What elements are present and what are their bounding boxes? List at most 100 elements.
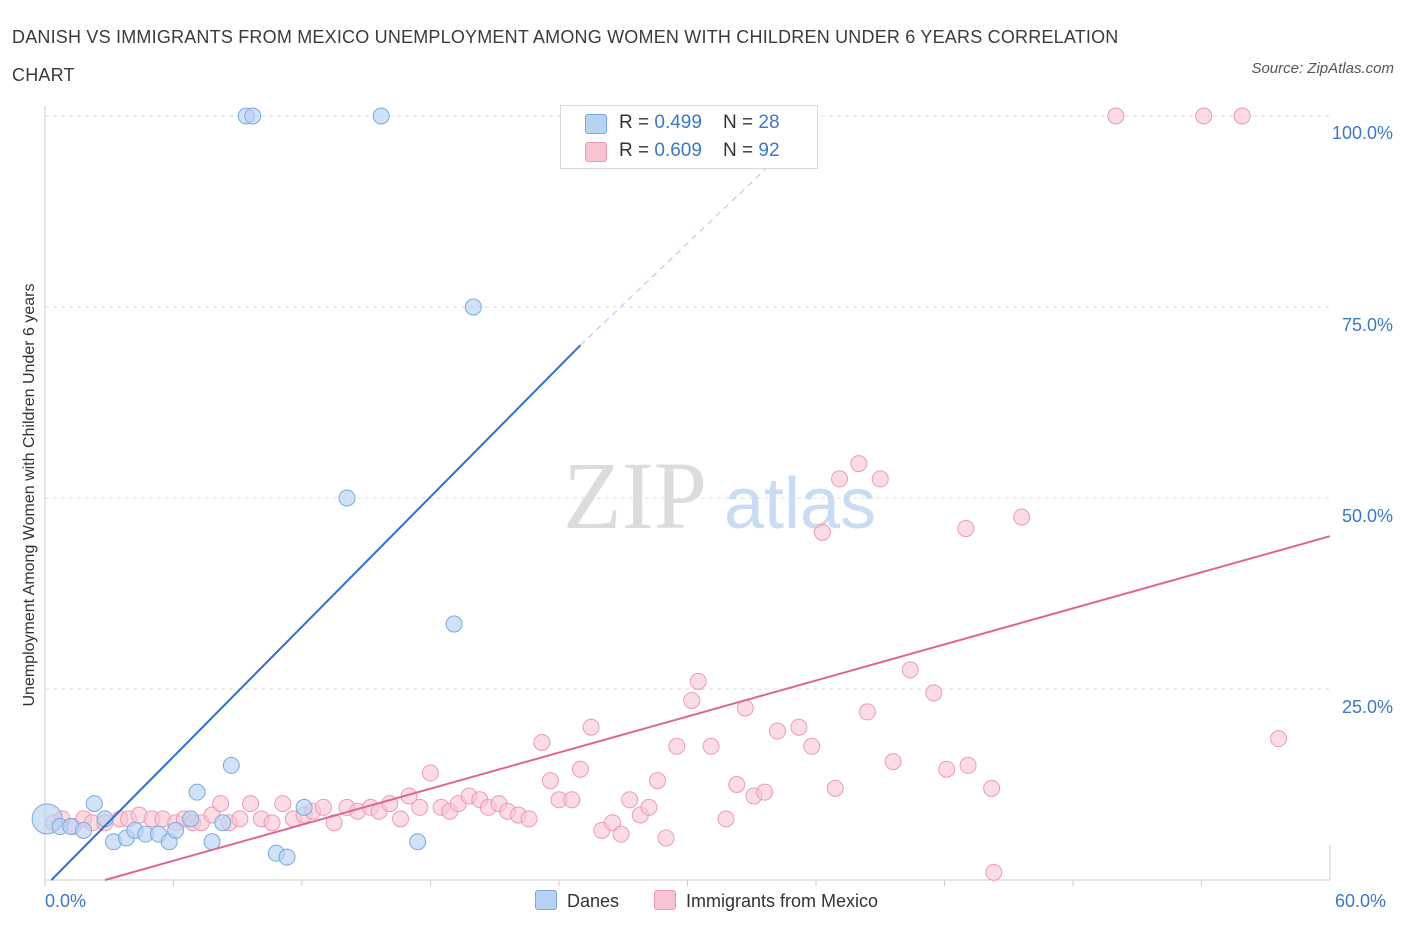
mexico-point [683, 691, 701, 709]
danes-trend-line [50, 344, 582, 881]
mexico-point [274, 795, 292, 813]
mexico-r-label: R = [619, 140, 655, 161]
mexico-point [649, 772, 667, 790]
danes-point [372, 107, 390, 125]
mexico-point [689, 672, 707, 690]
danes-point [182, 810, 200, 828]
mexico-point [212, 795, 230, 813]
mexico-legend-swatch [654, 890, 676, 910]
mexico-point [850, 455, 868, 473]
danes-point [445, 615, 463, 633]
mexico-point [520, 810, 538, 828]
mexico-point [959, 756, 977, 774]
danes-point [188, 783, 206, 801]
mexico-point [768, 722, 786, 740]
mexico-point [901, 661, 919, 679]
mexico-r-value: 0.609 [654, 140, 702, 161]
mexico-point [826, 779, 844, 797]
mexico-swatch [585, 142, 607, 162]
mexico-point [831, 470, 849, 488]
mexico-point [533, 733, 551, 751]
mexico-point [717, 810, 735, 828]
danes-r-label: R = [619, 112, 655, 133]
mexico-point [884, 753, 902, 771]
mexico-point [1013, 508, 1031, 526]
mexico-point [604, 814, 622, 832]
mexico-point [1107, 107, 1125, 125]
danes-point [214, 814, 232, 832]
y-tick-50: 50.0% [1341, 506, 1393, 526]
mexico-point [263, 814, 281, 832]
chart-title: DANISH VS IMMIGRANTS FROM MEXICO UNEMPLO… [12, 27, 1119, 85]
mexico-n-value: 92 [758, 140, 780, 161]
mexico-series [45, 107, 1288, 881]
danes-legend-label: Danes [567, 891, 620, 911]
danes-point [222, 756, 240, 774]
mexico-point [871, 470, 889, 488]
watermark: ZIP atlas [563, 442, 876, 549]
mexico-legend-label: Immigrants from Mexico [686, 891, 879, 911]
y-tick-100: 100.0% [1331, 123, 1393, 143]
mexico-point [563, 791, 581, 809]
danes-legend-swatch [535, 890, 557, 910]
mexico-point [803, 737, 821, 755]
legend-item-mexico[interactable]: Immigrants from Mexico [654, 890, 878, 912]
mexico-point [938, 760, 956, 778]
mexico-point [668, 737, 686, 755]
y-tick-75: 75.0% [1341, 315, 1393, 335]
mexico-point [392, 810, 410, 828]
mexico-point [231, 810, 249, 828]
danes-trend-extension [580, 161, 774, 346]
mexico-point [702, 737, 720, 755]
mexico-point [571, 760, 589, 778]
danes-series [31, 107, 482, 866]
grid-lines [45, 115, 1330, 690]
source-label: Source: ZipAtlas.com [1251, 60, 1394, 77]
mexico-point [621, 791, 639, 809]
mexico-point [1195, 107, 1213, 125]
stats-legend: R = 0.499 N = 28 R = 0.609 N = 92 [560, 105, 818, 169]
x-tick-min: 0.0% [45, 891, 87, 911]
mexico-point [640, 798, 658, 816]
danes-point [85, 795, 103, 813]
danes-point [244, 107, 262, 125]
danes-n-label: N = [723, 112, 759, 133]
axes [44, 106, 1331, 886]
trend-lines [50, 161, 1331, 881]
mexico-point [657, 829, 675, 847]
watermark-zip: ZIP [563, 442, 707, 549]
mexico-point [925, 684, 943, 702]
danes-swatch [585, 114, 607, 134]
mexico-point [985, 863, 1003, 881]
danes-r-value: 0.499 [654, 112, 702, 133]
danes-n-value: 28 [758, 112, 780, 133]
mexico-point [813, 523, 831, 541]
danes-point [278, 848, 296, 866]
danes-point [409, 833, 427, 851]
mexico-trend-line [104, 535, 1331, 881]
mexico-point [728, 776, 746, 793]
watermark-atlas: atlas [724, 464, 876, 544]
danes-point [167, 821, 185, 839]
mexico-point [858, 703, 876, 721]
mexico-point [541, 772, 559, 790]
danes-point [295, 798, 313, 816]
danes-point [338, 489, 356, 507]
x-tick-max: 60.0% [1335, 891, 1387, 911]
mexico-n-label: N = [723, 140, 759, 161]
legend-item-danes[interactable]: Danes [535, 890, 619, 912]
danes-point [464, 298, 482, 316]
mexico-point [411, 798, 429, 816]
mexico-point [983, 779, 1001, 797]
mexico-point [582, 718, 600, 736]
mexico-point [314, 798, 332, 816]
mexico-point [756, 783, 774, 801]
mexico-point [957, 520, 975, 538]
mexico-point [422, 764, 439, 782]
mexico-point [242, 795, 260, 813]
mexico-point [612, 825, 630, 843]
mexico-point [1233, 107, 1251, 125]
mexico-point [1270, 730, 1288, 748]
y-tick-25: 25.0% [1341, 697, 1393, 717]
mexico-point [790, 718, 808, 736]
